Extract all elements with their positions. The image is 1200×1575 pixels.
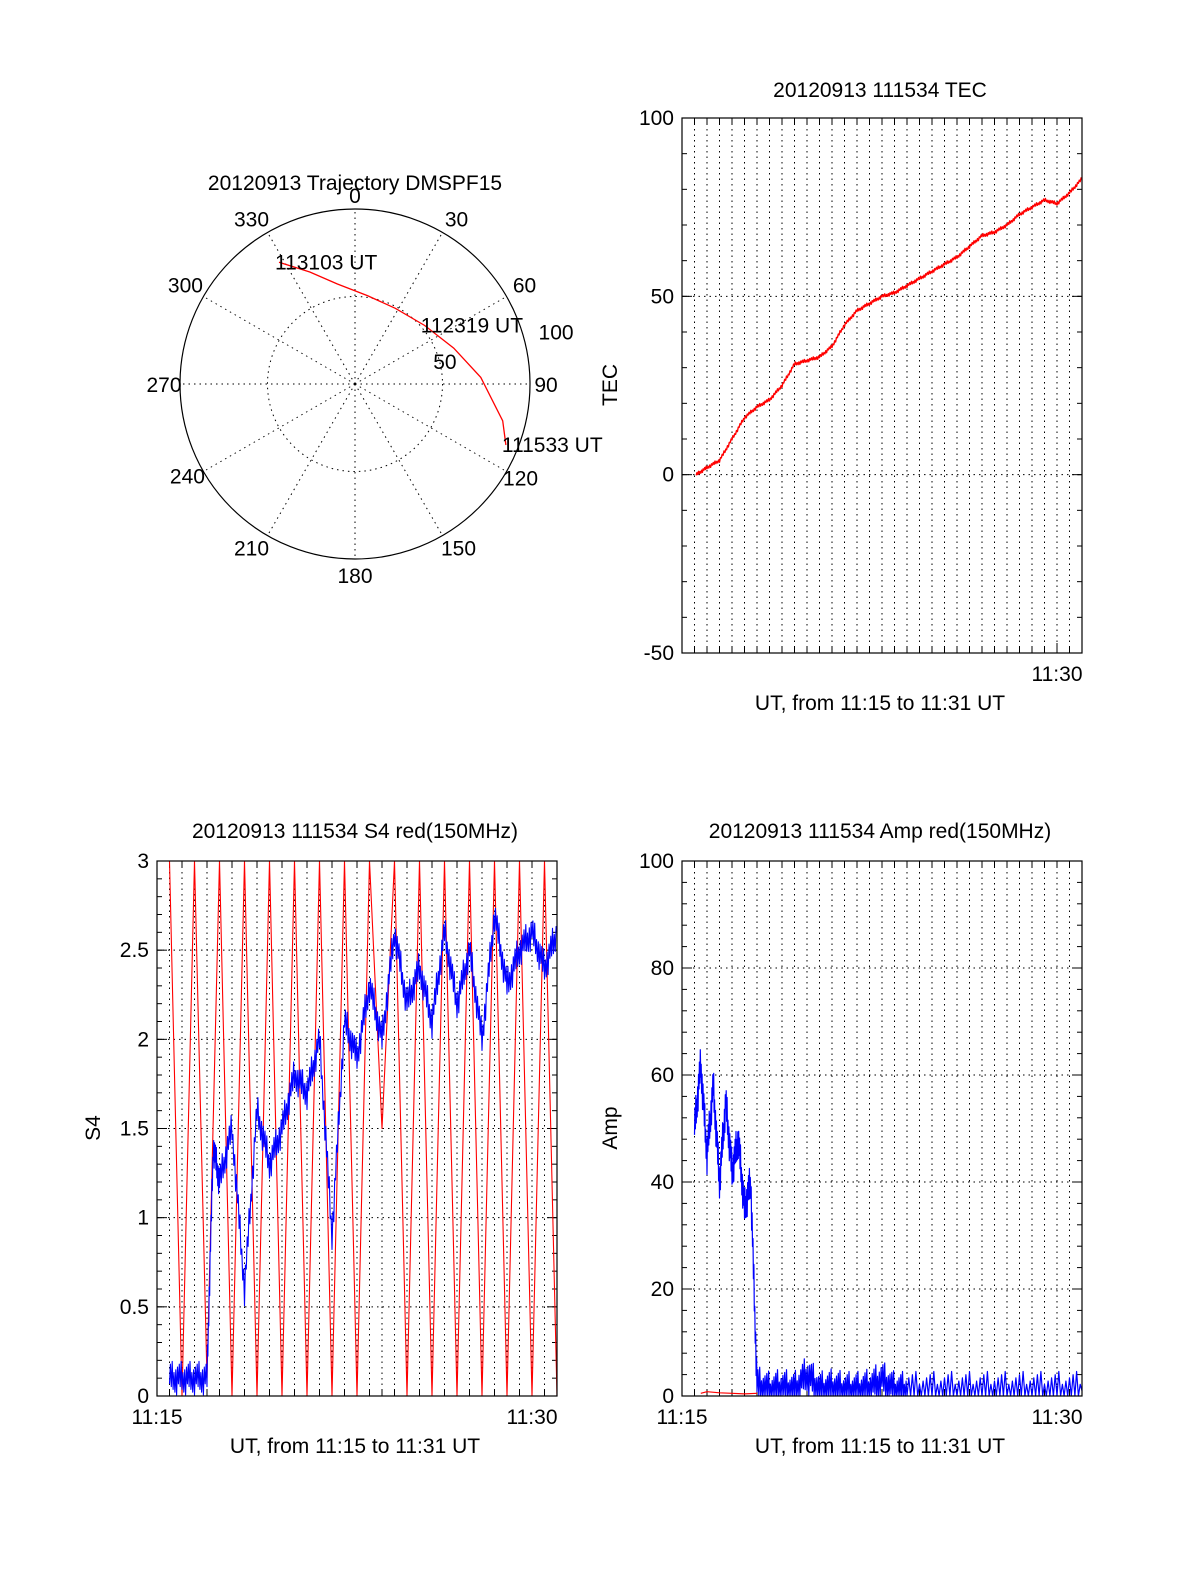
s4-series-line bbox=[168, 907, 558, 1396]
polar-azimuth-label: 330 bbox=[234, 208, 269, 231]
tec-plot-area: 100 50 0 -50 11:30 bbox=[639, 107, 1083, 686]
y-tick-label: 1 bbox=[137, 1207, 149, 1230]
plot-frame bbox=[681, 860, 1083, 1397]
polar-series bbox=[278, 261, 507, 446]
polar-annotations: 113103 UT 112319 UT 111533 UT bbox=[275, 251, 603, 457]
polar-azimuth-label: 30 bbox=[445, 208, 468, 231]
x-tick-label: 11:30 bbox=[1032, 1406, 1083, 1429]
y-tick-label: 2.5 bbox=[120, 939, 149, 962]
x-tick-label: 11:15 bbox=[657, 1406, 708, 1429]
amp-plot-area: 100 80 60 40 20 011:15 11:30 bbox=[639, 850, 1083, 1429]
polar-azimuth-label: 300 bbox=[168, 275, 203, 298]
amp-chart-title: 20120913 111534 Amp red(150MHz) bbox=[709, 820, 1051, 843]
y-tick-label: 60 bbox=[651, 1064, 674, 1087]
s4-plot-area: 3 2.5 2 1.5 1 0.5 011:15 11:30 bbox=[120, 850, 558, 1429]
polar-spoke bbox=[354, 383, 507, 472]
y-tick-label: 100 bbox=[639, 850, 674, 873]
trajectory-chart-title: 20120913 Trajectory DMSPF15 bbox=[208, 172, 502, 195]
amp-line-chart: 20120913 111534 Amp red(150MHz) UT, from… bbox=[599, 820, 1083, 1458]
polar-azimuth-label: 0 bbox=[349, 185, 361, 208]
y-tick-label: 3 bbox=[137, 850, 149, 873]
polar-spoke bbox=[354, 296, 507, 385]
plot-frame bbox=[681, 117, 1083, 654]
s4-line-chart: 20120913 111534 S4 red(150MHz) UT, from … bbox=[82, 820, 558, 1458]
x-tick-label: 11:15 bbox=[132, 1406, 183, 1429]
polar-azimuth-label: 180 bbox=[337, 565, 372, 588]
y-tick-label: 40 bbox=[651, 1171, 674, 1194]
s4-y-axis-label: S4 bbox=[82, 1115, 105, 1141]
polar-azimuth-label: 90 bbox=[534, 374, 557, 397]
tec-series-line bbox=[695, 177, 1083, 476]
tec-chart-title: 20120913 111534 TEC bbox=[773, 79, 987, 102]
polar-azimuth-label: 150 bbox=[441, 538, 476, 561]
y-tick-label: 0 bbox=[662, 1385, 674, 1408]
y-tick-label: 1.5 bbox=[120, 1118, 149, 1141]
polar-labels: 0 30 60 90 120 150 180 210 240 270 300 330 50 100 bbox=[146, 185, 573, 588]
y-tick-label: 0.5 bbox=[120, 1296, 149, 1319]
s4-chart-title: 20120913 111534 S4 red(150MHz) bbox=[192, 820, 518, 843]
y-tick-label: 80 bbox=[651, 957, 674, 980]
x-tick-label: 11:30 bbox=[1032, 663, 1083, 686]
polar-ring-50 bbox=[267, 296, 443, 472]
polar-azimuth-label: 60 bbox=[513, 275, 536, 298]
x-tick-label: 11:30 bbox=[507, 1406, 558, 1429]
trajectory-time-annotation: 111533 UT bbox=[502, 434, 603, 457]
trajectory-time-annotation: 112319 UT bbox=[421, 315, 524, 338]
trajectory-time-annotation: 113103 UT bbox=[275, 251, 378, 274]
polar-azimuth-label: 270 bbox=[146, 374, 181, 397]
polar-azimuth-label: 210 bbox=[234, 538, 269, 561]
tec-line-chart: 20120913 111534 TEC UT, from 11:15 to 11… bbox=[599, 79, 1083, 715]
y-tick-label: 0 bbox=[137, 1385, 149, 1408]
plot-frame bbox=[156, 860, 558, 1397]
amp-x-axis-label: UT, from 11:15 to 11:31 UT bbox=[755, 1435, 1005, 1458]
y-tick-label: 50 bbox=[651, 285, 674, 308]
polar-grid bbox=[179, 208, 531, 560]
polar-spoke bbox=[203, 383, 356, 472]
s4-series-line bbox=[168, 860, 558, 1397]
amp-y-axis-label: Amp bbox=[599, 1106, 622, 1149]
polar-spoke bbox=[354, 383, 443, 536]
y-tick-label: 100 bbox=[639, 107, 674, 130]
amp-series-line bbox=[700, 1391, 758, 1395]
polar-radial-label-50: 50 bbox=[433, 351, 456, 374]
tec-x-axis-label: UT, from 11:15 to 11:31 UT bbox=[755, 692, 1005, 715]
tec-y-axis-label: TEC bbox=[599, 364, 622, 406]
polar-spoke bbox=[267, 383, 356, 536]
polar-radial-label-100: 100 bbox=[539, 321, 574, 344]
y-tick-label: 20 bbox=[651, 1278, 674, 1301]
trajectory-polar-chart: 20120913 Trajectory DMSPF15 0 30 60 90 120 15… bbox=[146, 172, 602, 588]
polar-azimuth-label: 240 bbox=[170, 466, 205, 489]
polar-outer-ring bbox=[179, 208, 531, 560]
trajectory-line bbox=[278, 261, 507, 446]
amp-series-line bbox=[693, 1049, 1083, 1397]
polar-azimuth-label: 120 bbox=[503, 468, 538, 491]
y-tick-label: -50 bbox=[644, 642, 674, 665]
y-tick-label: 0 bbox=[662, 464, 674, 487]
s4-x-axis-label: UT, from 11:15 to 11:31 UT bbox=[230, 1435, 480, 1458]
y-tick-label: 2 bbox=[137, 1028, 149, 1051]
